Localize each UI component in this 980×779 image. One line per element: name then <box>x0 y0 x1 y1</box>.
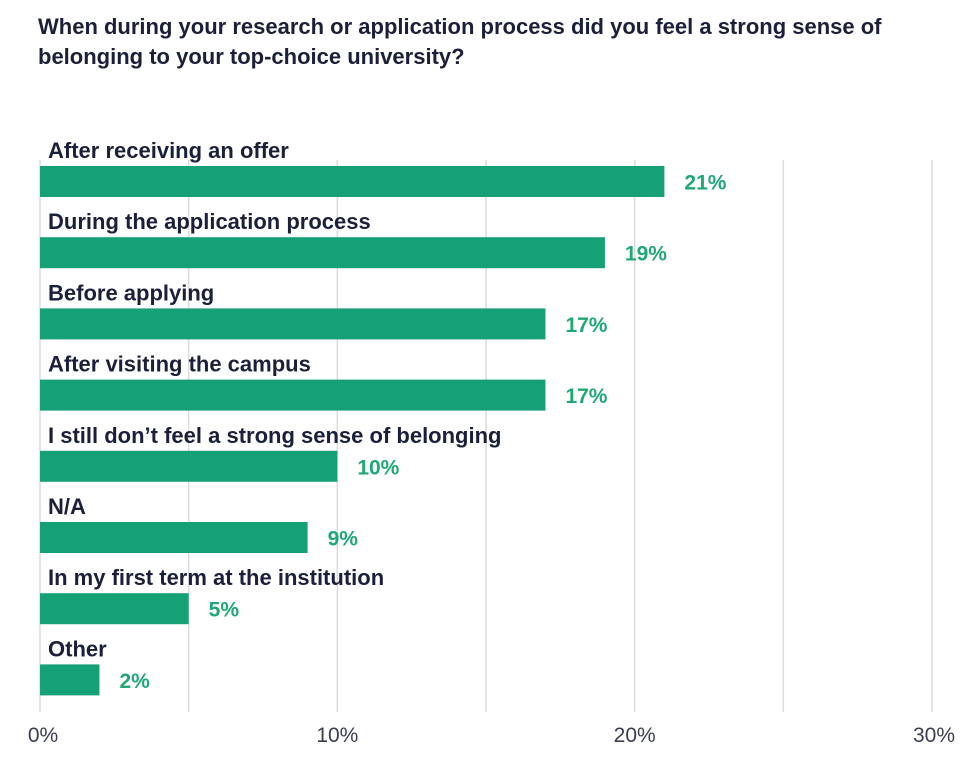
bar <box>40 450 338 482</box>
x-tick-label: 30% <box>913 724 955 747</box>
category-label: I still don’t feel a strong sense of bel… <box>48 423 501 448</box>
chart-title: When during your research or application… <box>38 14 882 69</box>
x-tick-label: 0% <box>28 724 58 747</box>
bar <box>40 593 189 625</box>
category-label: Before applying <box>48 280 214 305</box>
category-label: In my first term at the institution <box>48 565 384 590</box>
category-label: N/A <box>48 494 86 519</box>
value-label: 10% <box>357 456 399 479</box>
value-label: 2% <box>119 670 150 693</box>
bar <box>40 166 665 197</box>
value-label: 21% <box>684 172 726 195</box>
bar <box>40 522 308 553</box>
value-label: 17% <box>565 314 607 337</box>
value-label: 19% <box>625 243 667 266</box>
bar <box>40 664 100 696</box>
category-label: Other <box>48 636 107 661</box>
bar <box>40 379 546 411</box>
value-label: 5% <box>209 599 240 622</box>
x-tick-label: 10% <box>316 724 358 747</box>
category-label: After receiving an offer <box>48 138 289 163</box>
bar <box>40 308 546 340</box>
value-label: 9% <box>328 528 359 551</box>
category-label: During the application process <box>48 209 371 234</box>
value-label: 17% <box>565 385 607 408</box>
category-label: After visiting the campus <box>48 352 311 377</box>
bar <box>40 237 605 269</box>
x-tick-label: 20% <box>614 724 656 747</box>
